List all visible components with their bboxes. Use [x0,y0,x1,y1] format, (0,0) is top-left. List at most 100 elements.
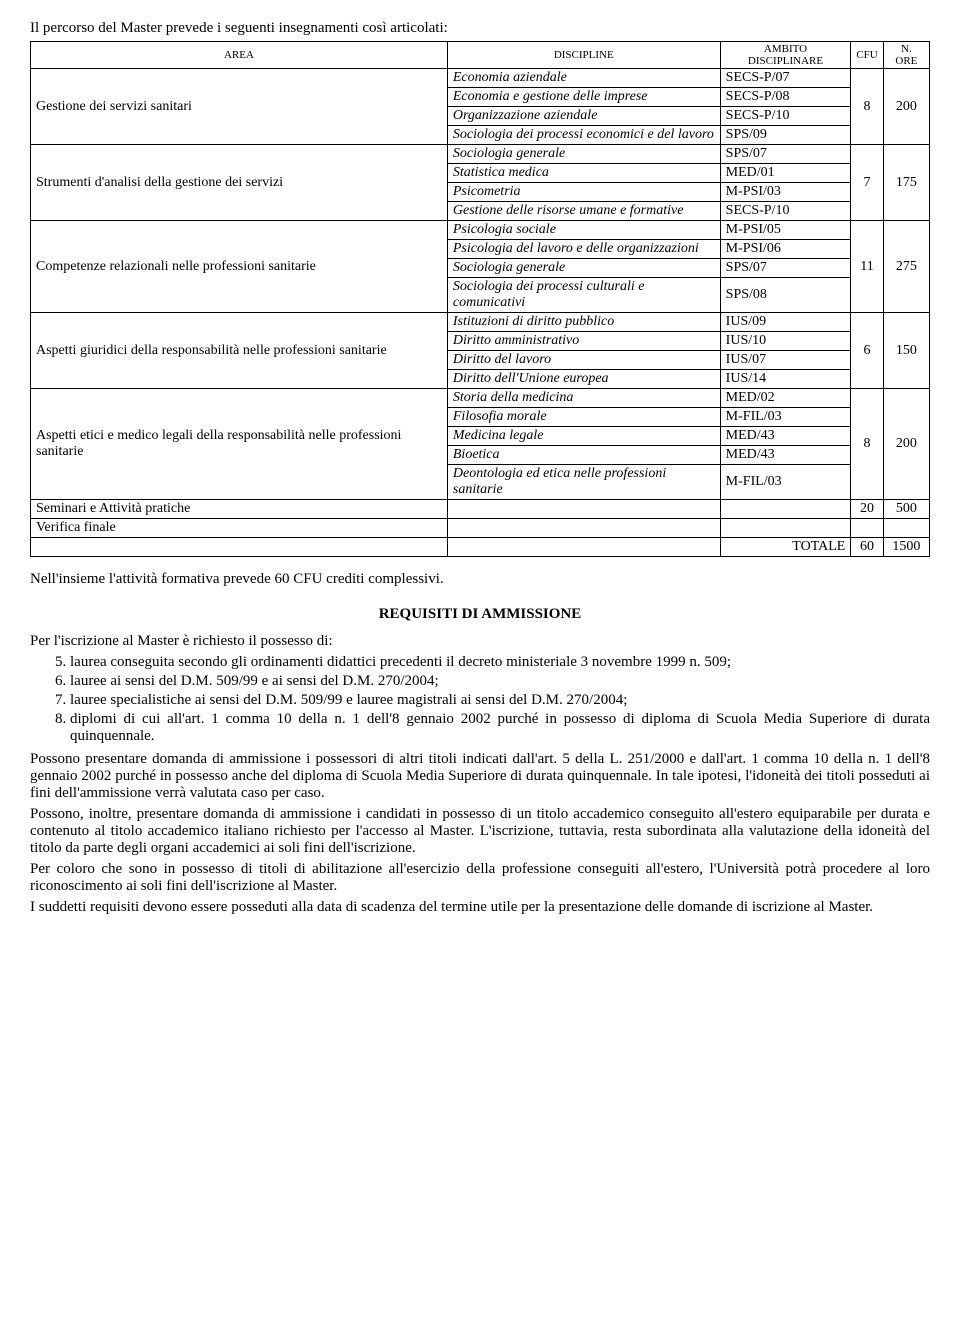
discipline-cell: Economia aziendale [447,69,720,88]
code-cell: SECS-P/10 [720,202,851,221]
ore-cell: 175 [883,145,929,221]
section-title: REQUISITI DI AMMISSIONE [30,606,930,623]
code-cell: M-FIL/03 [720,408,851,427]
area-cell: Gestione dei servizi sanitari [31,69,448,145]
cfu-cell: 11 [851,221,883,313]
body-paragraph: Per coloro che sono in possesso di titol… [30,861,930,895]
body-paragraph: Possono, inoltre, presentare domanda di … [30,806,930,857]
code-cell: M-PSI/06 [720,240,851,259]
req-item: diplomi di cui all'art. 1 comma 10 della… [70,711,930,745]
discipline-cell: Sociologia dei processi economici e del … [447,126,720,145]
table-row-total: TOTALE 60 1500 [31,538,930,557]
code-cell: M-PSI/03 [720,183,851,202]
ore-cell: 200 [883,389,929,500]
empty-cell [447,519,720,538]
code-cell: SPS/09 [720,126,851,145]
area-cell: Verifica finale [31,519,448,538]
cfu-cell: 8 [851,69,883,145]
cfu-cell: 8 [851,389,883,500]
table-row: Aspetti giuridici della responsabilità n… [31,313,930,332]
totale-ore: 1500 [883,538,929,557]
code-cell: MED/02 [720,389,851,408]
col-ore: N. ORE [883,42,929,69]
table-row: Verifica finale [31,519,930,538]
discipline-cell: Sociologia dei processi culturali e comu… [447,278,720,313]
cfu-cell: 7 [851,145,883,221]
discipline-cell: Diritto dell'Unione europea [447,370,720,389]
code-cell: SECS-P/10 [720,107,851,126]
col-cfu: CFU [851,42,883,69]
discipline-cell: Statistica medica [447,164,720,183]
code-cell: MED/43 [720,427,851,446]
area-cell: Competenze relazionali nelle professioni… [31,221,448,313]
discipline-cell: Sociologia generale [447,145,720,164]
body-paragraph: I suddetti requisiti devono essere posse… [30,899,930,916]
ore-cell: 275 [883,221,929,313]
discipline-cell: Istituzioni di diritto pubblico [447,313,720,332]
discipline-cell: Economia e gestione delle imprese [447,88,720,107]
table-header: AREA DISCIPLINE AMBITO DISCIPLINARE CFU … [31,42,930,69]
discipline-cell: Bioetica [447,446,720,465]
req-list: laurea conseguita secondo gli ordinament… [30,654,930,745]
discipline-cell: Storia della medicina [447,389,720,408]
req-item: lauree ai sensi del D.M. 509/99 e ai sen… [70,673,930,690]
code-cell: SPS/07 [720,259,851,278]
ore-cell: 500 [883,500,929,519]
col-ambito: AMBITO DISCIPLINARE [720,42,851,69]
area-cell: Aspetti giuridici della responsabilità n… [31,313,448,389]
empty-cell [720,519,851,538]
code-cell: IUS/10 [720,332,851,351]
discipline-cell: Psicometria [447,183,720,202]
discipline-cell: Diritto amministrativo [447,332,720,351]
discipline-cell: Medicina legale [447,427,720,446]
area-cell: Strumenti d'analisi della gestione dei s… [31,145,448,221]
empty-cell [883,519,929,538]
cfu-cell: 6 [851,313,883,389]
empty-cell [31,538,448,557]
code-cell: SECS-P/08 [720,88,851,107]
col-discipline: DISCIPLINE [447,42,720,69]
empty-cell [851,519,883,538]
table-row: Gestione dei servizi sanitari Economia a… [31,69,930,88]
code-cell: SPS/07 [720,145,851,164]
discipline-cell: Organizzazione aziendale [447,107,720,126]
code-cell: SPS/08 [720,278,851,313]
discipline-cell: Psicologia sociale [447,221,720,240]
totale-cfu: 60 [851,538,883,557]
empty-cell [447,538,720,557]
req-intro: Per l'iscrizione al Master è richiesto i… [30,633,930,650]
body-paragraph: Possono presentare domanda di ammissione… [30,751,930,802]
discipline-cell: Diritto del lavoro [447,351,720,370]
totale-label: TOTALE [720,538,851,557]
code-cell: MED/01 [720,164,851,183]
after-table-text: Nell'insieme l'attività formativa preved… [30,571,930,588]
code-cell: M-PSI/05 [720,221,851,240]
code-cell: MED/43 [720,446,851,465]
discipline-cell: Gestione delle risorse umane e formative [447,202,720,221]
intro-text: Il percorso del Master prevede i seguent… [30,20,930,37]
area-cell: Aspetti etici e medico legali della resp… [31,389,448,500]
table-row: Competenze relazionali nelle professioni… [31,221,930,240]
req-item: laurea conseguita secondo gli ordinament… [70,654,930,671]
table-row: Strumenti d'analisi della gestione dei s… [31,145,930,164]
discipline-cell: Deontologia ed etica nelle professioni s… [447,465,720,500]
table-row: Seminari e Attività pratiche 20 500 [31,500,930,519]
area-cell: Seminari e Attività pratiche [31,500,448,519]
code-cell: IUS/14 [720,370,851,389]
table-row: Aspetti etici e medico legali della resp… [31,389,930,408]
ore-cell: 150 [883,313,929,389]
ore-cell: 200 [883,69,929,145]
empty-cell [720,500,851,519]
curriculum-table: AREA DISCIPLINE AMBITO DISCIPLINARE CFU … [30,41,930,557]
discipline-cell: Filosofia morale [447,408,720,427]
code-cell: M-FIL/03 [720,465,851,500]
cfu-cell: 20 [851,500,883,519]
req-item: lauree specialistiche ai sensi del D.M. … [70,692,930,709]
col-area: AREA [31,42,448,69]
discipline-cell: Psicologia del lavoro e delle organizzaz… [447,240,720,259]
code-cell: SECS-P/07 [720,69,851,88]
empty-cell [447,500,720,519]
code-cell: IUS/09 [720,313,851,332]
discipline-cell: Sociologia generale [447,259,720,278]
code-cell: IUS/07 [720,351,851,370]
